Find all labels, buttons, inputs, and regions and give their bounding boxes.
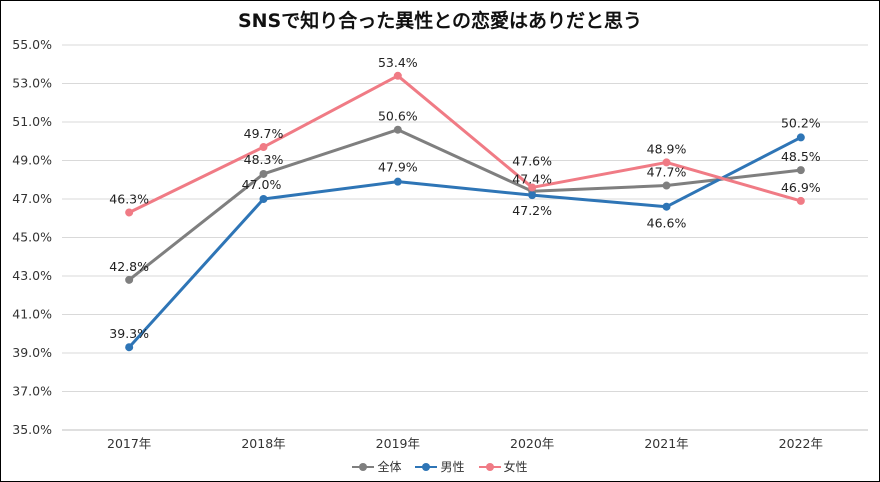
y-tick-label: 41.0% xyxy=(12,307,52,322)
legend-item: 女性 xyxy=(478,458,528,475)
y-tick-label: 55.0% xyxy=(12,37,52,52)
data-label: 49.7% xyxy=(244,126,284,141)
y-axis: 35.0% 37.0% 39.0% 41.0% 43.0% 45.0% 47.0% 49.0%… xyxy=(12,37,52,437)
data-point xyxy=(259,169,268,178)
data-point xyxy=(662,158,671,167)
data-point xyxy=(796,166,805,175)
legend-label: 全体 xyxy=(377,460,402,474)
y-tick-label: 37.0% xyxy=(12,384,52,399)
x-tick-label: 2018年 xyxy=(241,436,285,451)
data-label: 53.4% xyxy=(378,55,418,70)
data-label: 47.7% xyxy=(647,165,687,180)
y-tick-label: 45.0% xyxy=(12,230,52,245)
data-label: 47.6% xyxy=(512,153,552,168)
data-label: 48.3% xyxy=(244,152,284,167)
x-tick-label: 2020年 xyxy=(510,436,554,451)
data-point xyxy=(125,275,134,284)
data-label: 50.2% xyxy=(781,115,821,130)
x-tick-label: 2022年 xyxy=(779,436,823,451)
x-tick-label: 2019年 xyxy=(376,436,420,451)
data-point xyxy=(662,202,671,211)
data-point xyxy=(796,196,805,205)
legend: 全体 男性 女性 xyxy=(0,458,880,475)
data-label: 47.0% xyxy=(242,177,282,192)
legend-swatch xyxy=(478,462,501,472)
legend-swatch xyxy=(415,462,438,472)
data-point xyxy=(393,71,402,80)
data-label: 47.2% xyxy=(512,203,552,218)
series-line xyxy=(127,74,803,214)
y-tick-label: 51.0% xyxy=(12,114,52,129)
data-point xyxy=(393,125,402,134)
y-tick-label: 35.0% xyxy=(12,422,52,437)
y-tick-label: 53.0% xyxy=(12,76,52,91)
legend-swatch xyxy=(352,462,375,472)
data-point xyxy=(528,183,537,192)
legend-item: 全体 xyxy=(352,458,401,475)
data-label: 46.3% xyxy=(109,191,149,206)
chart-title: SNSで知り合った異性との恋愛はありだと思う xyxy=(237,10,643,32)
legend-item: 男性 xyxy=(415,458,465,475)
x-tick-label: 2017年 xyxy=(107,436,151,451)
data-label: 39.3% xyxy=(109,326,149,341)
series-lines xyxy=(125,71,805,352)
data-label: 46.9% xyxy=(781,180,821,195)
data-point xyxy=(259,195,268,203)
y-tick-label: 47.0% xyxy=(12,191,52,206)
data-point xyxy=(796,133,805,142)
data-label: 48.9% xyxy=(647,141,687,156)
data-label: 50.6% xyxy=(378,109,418,124)
series-line xyxy=(127,128,803,282)
data-point xyxy=(393,177,402,186)
data-point xyxy=(662,181,671,190)
data-point xyxy=(125,343,134,352)
x-axis: 2017年 2018年 2019年 2020年 2021年 2022年 xyxy=(107,436,823,451)
data-point xyxy=(125,208,134,217)
x-tick-label: 2021年 xyxy=(644,436,688,451)
data-label: 48.5% xyxy=(781,149,821,164)
y-tick-label: 49.0% xyxy=(12,153,52,168)
data-label: 42.8% xyxy=(109,259,149,274)
series-line xyxy=(127,135,803,349)
legend-label: 男性 xyxy=(440,460,465,474)
legend-label: 女性 xyxy=(503,460,528,474)
y-tick-label: 43.0% xyxy=(12,268,52,283)
data-point xyxy=(259,143,268,152)
data-label: 47.9% xyxy=(378,160,418,175)
data-point xyxy=(528,191,537,200)
data-label: 47.4% xyxy=(512,171,552,186)
y-tick-label: 39.0% xyxy=(12,345,52,360)
data-label: 46.6% xyxy=(647,216,687,231)
data-labels: 42.8% 48.3% 50.6% 47.4% 47.7% 48.5% 39.3% 47.0%… xyxy=(109,55,820,341)
